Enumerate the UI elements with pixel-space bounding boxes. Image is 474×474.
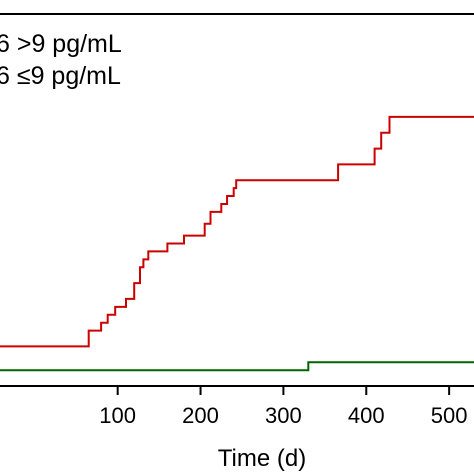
x-axis-label: Time (d) [218,445,306,472]
x-axis: 100 200 300 400 500 [99,386,467,428]
x-tick-label-500: 500 [431,403,468,428]
series-line-0 [0,115,474,348]
series-line-1 [0,361,474,372]
x-tick-label-400: 400 [348,403,385,428]
x-tick-label-100: 100 [99,403,136,428]
x-tick-label-200: 200 [182,403,219,428]
series-layer [0,115,474,372]
x-tick-label-300: 300 [265,403,302,428]
plot-border [0,13,474,387]
legend-entry-1: 6 ≤9 pg/mL [0,62,121,90]
legend: 6 >9 pg/mL 6 ≤9 pg/mL [0,30,122,90]
legend-entry-0: 6 >9 pg/mL [0,30,122,58]
